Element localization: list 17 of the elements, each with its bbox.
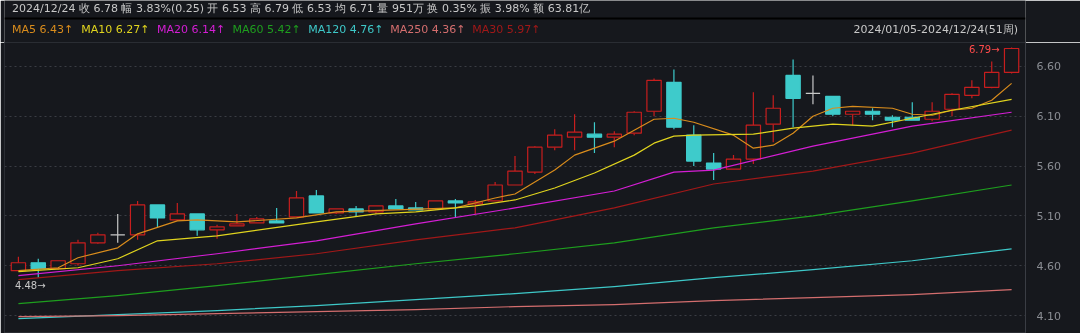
chart-title: 2024/12/24 收 6.78 幅 3.83%(0.25) 开 6.53 高 6.79 低 6.53 均 6.71 量 951万 换 0.35% 振 3.98% 额 63.81亿 bbox=[12, 2, 591, 15]
y-tick-label: 6.60 bbox=[1036, 60, 1061, 74]
text: MA250 4.36↑ bbox=[390, 23, 466, 36]
y-tick-label: 5.60 bbox=[1036, 160, 1061, 174]
y-tick-label: 4.60 bbox=[1036, 259, 1061, 273]
y-tick-label: 4.10 bbox=[1036, 309, 1061, 323]
chart-subtitle: 2024/01/05-2024/12/24(51周) bbox=[853, 23, 1018, 36]
text: MA20 6.14↑ bbox=[156, 23, 226, 36]
text: MA60 5.42↑ bbox=[232, 23, 301, 36]
y-tick-label: 6.10 bbox=[1036, 110, 1061, 124]
annotation: 6.79→ bbox=[968, 43, 1000, 55]
text: MA120 4.76↑ bbox=[308, 23, 384, 36]
annotation: 4.48→ bbox=[14, 280, 46, 292]
text: MA10 6.27↑ bbox=[81, 23, 150, 36]
text: MA30 5.97↑ bbox=[472, 23, 541, 36]
text: MA5 6.43↑ bbox=[12, 23, 74, 36]
y-tick-label: 5.10 bbox=[1036, 209, 1061, 223]
